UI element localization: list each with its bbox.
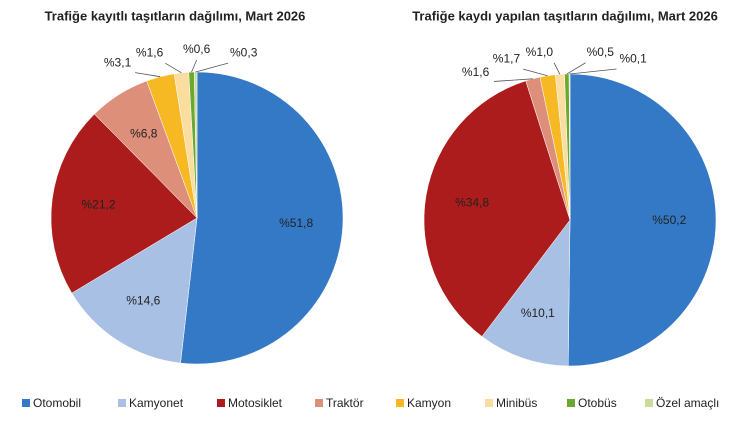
- legend-label: Traktör: [326, 396, 364, 410]
- pie-slice: [180, 71, 344, 365]
- chart-title: Trafiğe kayıtlı taşıtların dağılımı, Mar…: [45, 8, 306, 23]
- legend-swatch: [396, 399, 404, 407]
- legend-label: Özel amaçlı: [656, 396, 719, 410]
- legend-label: Minibüs: [496, 396, 537, 410]
- data-label: %0,1: [619, 52, 647, 66]
- legend-swatch: [645, 399, 653, 407]
- data-label: %14,6: [126, 294, 160, 308]
- pie-slice: [71, 217, 198, 364]
- data-label: %3,1: [104, 56, 132, 70]
- data-label: %50,2: [652, 213, 686, 227]
- leader-line: [566, 62, 586, 75]
- data-label: %34,8: [455, 195, 489, 209]
- leader-line: [165, 62, 182, 74]
- data-label: %10,1: [521, 306, 555, 320]
- legend-swatch: [567, 399, 575, 407]
- data-label: %21,2: [81, 198, 115, 212]
- data-label: %0,5: [587, 45, 615, 59]
- leader-line: [569, 68, 617, 75]
- leader-line: [494, 78, 533, 82]
- data-label: %1,6: [136, 46, 164, 60]
- data-label: %1,0: [526, 45, 554, 59]
- legend-swatch: [118, 399, 126, 407]
- leader-line: [523, 68, 548, 77]
- legend-swatch: [485, 399, 493, 407]
- data-label: %0,6: [183, 42, 211, 56]
- data-label: %0,3: [230, 45, 258, 59]
- pie-slice: [481, 219, 571, 367]
- legend-label: Otomobil: [33, 396, 81, 410]
- data-label: %51,8: [279, 216, 313, 230]
- legend-label: Otobüs: [578, 396, 617, 410]
- legend-swatch: [315, 399, 323, 407]
- data-label: %1,7: [493, 52, 521, 66]
- pie-slice: [567, 73, 717, 367]
- leader-line: [135, 72, 161, 78]
- legend-swatch: [217, 399, 225, 407]
- chart-title: Trafiğe kaydı yapılan taşıtların dağılım…: [412, 8, 718, 23]
- pie-slice: [423, 80, 571, 337]
- leader-line: [553, 62, 561, 75]
- legend-label: Kamyonet: [129, 396, 184, 410]
- leader-line: [191, 59, 198, 73]
- leader-line: [195, 62, 229, 73]
- legend-label: Motosiklet: [228, 396, 283, 410]
- data-label: %1,6: [462, 65, 490, 79]
- legend-swatch: [22, 399, 30, 407]
- pie-slice: [50, 113, 198, 294]
- data-label: %6,8: [130, 126, 158, 140]
- legend-label: Kamyon: [407, 396, 451, 410]
